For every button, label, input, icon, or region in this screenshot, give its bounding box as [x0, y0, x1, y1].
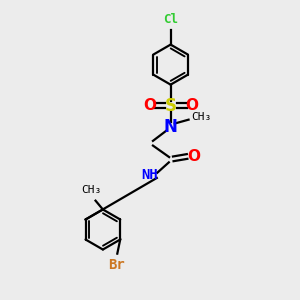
- Text: CH₃: CH₃: [191, 112, 211, 122]
- Text: O: O: [143, 98, 156, 113]
- Text: NH: NH: [142, 168, 158, 182]
- Text: S: S: [165, 97, 177, 115]
- Text: O: O: [185, 98, 198, 113]
- Text: O: O: [187, 149, 200, 164]
- Text: Br: Br: [108, 258, 125, 272]
- Text: N: N: [164, 118, 178, 136]
- Text: CH₃: CH₃: [81, 185, 101, 195]
- Text: Cl: Cl: [163, 13, 178, 26]
